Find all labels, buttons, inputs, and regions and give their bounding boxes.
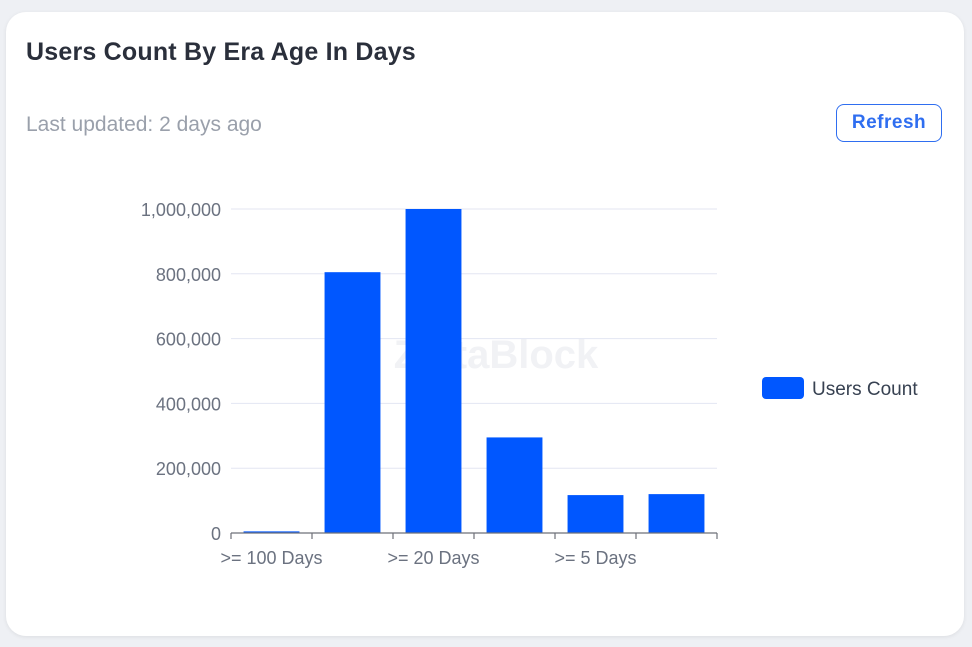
refresh-button[interactable]: Refresh <box>836 104 942 142</box>
y-tick-label: 1,000,000 <box>141 200 221 220</box>
y-tick-label: 200,000 <box>156 459 221 479</box>
y-tick-label: 600,000 <box>156 330 221 350</box>
bar <box>486 437 543 533</box>
bar <box>567 495 624 533</box>
legend-label: Users Count <box>812 379 918 400</box>
bar <box>243 531 300 533</box>
bar <box>405 209 462 533</box>
chart-title: Users Count By Era Age In Days <box>26 38 416 66</box>
x-tick-label: >= 100 Days <box>220 548 322 568</box>
y-tick-label: 0 <box>211 524 221 544</box>
x-tick-label: >= 5 Days <box>554 548 636 568</box>
bar <box>648 494 705 533</box>
bar-chart: ZettaBlock 0200,000400,000600,000800,000… <box>141 200 918 568</box>
bars <box>243 209 705 533</box>
x-axis-ticks: >= 100 Days >= 20 Days >= 5 Days <box>220 548 636 568</box>
grid-lines <box>231 208 717 469</box>
last-updated-text: Last updated: 2 days ago <box>26 113 262 136</box>
x-tick-label: >= 20 Days <box>387 548 479 568</box>
y-axis-ticks: 0 200,000 400,000 600,000 800,000 1,000,000 <box>141 200 221 544</box>
legend-swatch <box>762 377 804 399</box>
bar <box>324 272 381 533</box>
x-axis <box>230 532 718 539</box>
chart-card: Users Count By Era Age In Days Last upda… <box>6 12 964 636</box>
y-tick-label: 800,000 <box>156 265 221 285</box>
y-tick-label: 400,000 <box>156 394 221 414</box>
legend[interactable]: Users Count <box>762 377 918 400</box>
